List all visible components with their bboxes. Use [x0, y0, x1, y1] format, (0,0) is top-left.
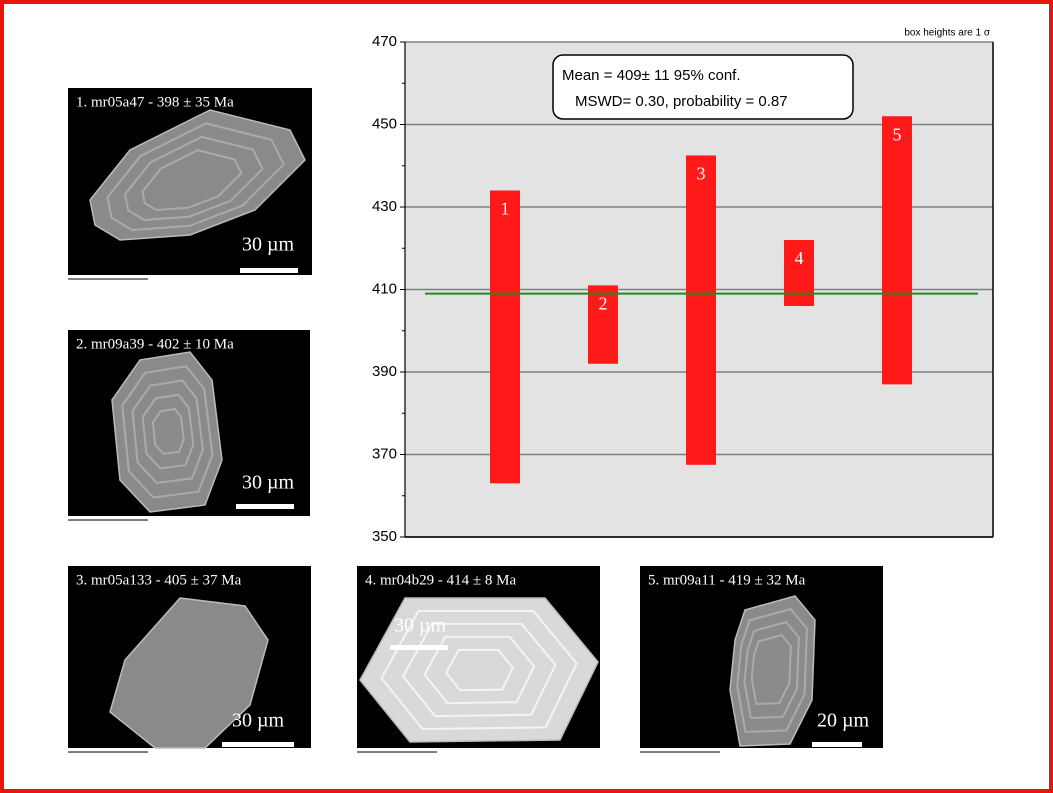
y-tick-label: 450 — [372, 115, 397, 132]
y-tick-label: 370 — [372, 445, 397, 462]
image-caption: 4. mr04b29 - 414 ± 8 Ma — [365, 572, 516, 588]
scale-label: 30 µm — [394, 615, 447, 637]
box — [490, 191, 520, 484]
scale-bar — [236, 504, 294, 509]
figure: 1. mr05a47 - 398 ± 35 Ma 30 µm 2. mr09a39 … — [0, 0, 1053, 793]
scale-bar — [222, 742, 294, 747]
scale-bar — [240, 268, 298, 273]
y-tick-label: 470 — [372, 33, 397, 50]
image-caption: 3. mr05a133 - 405 ± 37 Ma — [76, 572, 242, 588]
scale-label: 30 µm — [242, 472, 295, 494]
box-label: 5 — [893, 124, 902, 144]
annotation: MSWD= 0.30, probability = 0.87 — [575, 93, 788, 110]
note: box heights are 1 σ — [904, 28, 990, 39]
image-caption: 2. mr09a39 - 402 ± 10 Ma — [76, 336, 234, 352]
box — [686, 155, 716, 464]
y-tick-label: 390 — [372, 363, 397, 380]
scale-label: 30 µm — [242, 234, 295, 256]
box-label: 4 — [795, 248, 804, 268]
image-caption: 5. mr09a11 - 419 ± 32 Ma — [648, 572, 806, 588]
scale-label: 30 µm — [232, 710, 285, 732]
page: {"chart_data": {"type": "box", "note": "… — [0, 0, 1053, 793]
grain — [112, 352, 222, 512]
scale-bar — [390, 645, 448, 650]
box-label: 2 — [599, 294, 608, 314]
image-caption: 1. mr05a47 - 398 ± 35 Ma — [76, 94, 234, 110]
y-tick-label: 430 — [372, 198, 397, 215]
annotation: Mean = 409± 11 95% conf. — [562, 67, 741, 84]
box — [882, 116, 912, 384]
box-label: 1 — [501, 199, 510, 219]
y-tick-label: 410 — [372, 280, 397, 297]
scale-label: 20 µm — [817, 710, 870, 732]
y-tick-label: 350 — [372, 528, 397, 545]
box-label: 3 — [697, 164, 706, 184]
scale-bar — [812, 742, 862, 747]
